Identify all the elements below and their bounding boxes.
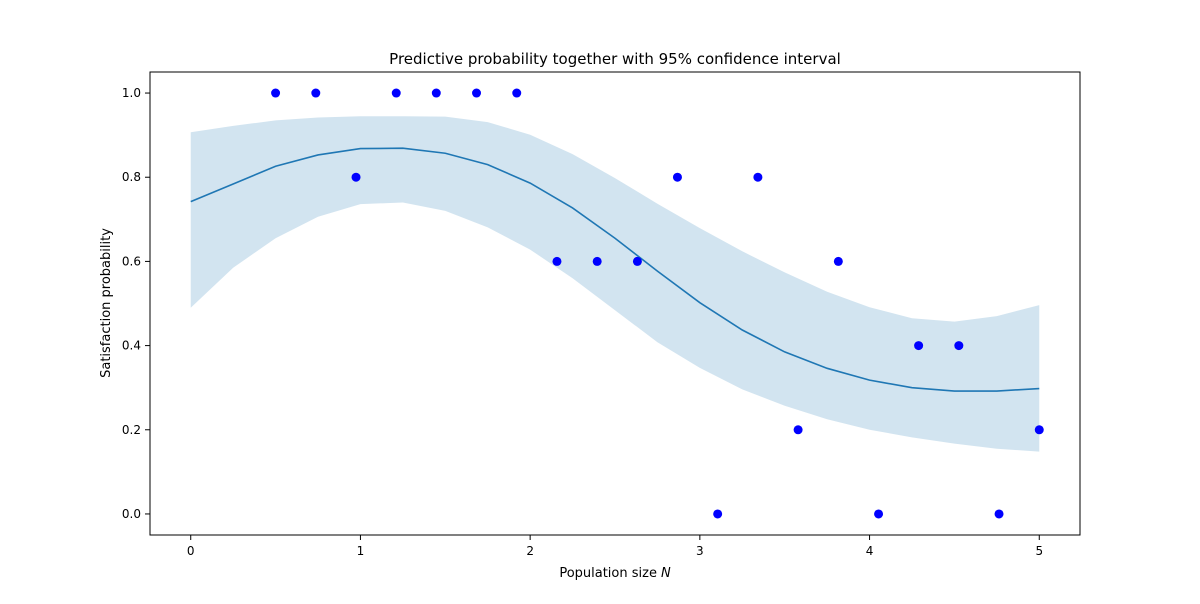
data-point — [713, 509, 723, 519]
x-tick-label: 1 — [357, 544, 365, 558]
y-tick-label: 0.2 — [122, 423, 141, 437]
data-point — [994, 509, 1004, 519]
y-tick-label: 0.0 — [122, 507, 141, 521]
data-point — [874, 509, 884, 519]
axes-frame — [149, 71, 1081, 536]
x-axis-label-symbol: N — [661, 566, 671, 581]
data-point — [472, 88, 482, 98]
data-point — [1034, 425, 1044, 435]
data-point — [632, 256, 642, 266]
data-point — [431, 88, 441, 98]
data-point — [552, 256, 562, 266]
x-axis-label-text: Population size — [559, 566, 657, 581]
y-tick-label: 0.4 — [122, 339, 141, 353]
x-tick-label: 3 — [696, 544, 704, 558]
chart-title: Predictive probability together with 95%… — [389, 50, 841, 68]
x-axis-label: Population size N — [559, 566, 671, 581]
mean-prediction-line — [190, 147, 1040, 392]
y-tick-label: 0.6 — [122, 254, 141, 268]
data-point — [512, 88, 522, 98]
data-point — [954, 341, 964, 351]
data-point — [351, 172, 361, 182]
data-point — [753, 172, 763, 182]
y-tick-label: 1.0 — [122, 86, 141, 100]
data-point — [391, 88, 401, 98]
x-tick-label: 4 — [866, 544, 874, 558]
x-tick-label: 0 — [187, 544, 195, 558]
x-tick-label: 2 — [526, 544, 534, 558]
data-point — [271, 88, 281, 98]
data-point — [592, 256, 602, 266]
confidence-band — [190, 116, 1040, 452]
data-point — [311, 88, 321, 98]
data-point — [914, 341, 924, 351]
data-point — [793, 425, 803, 435]
x-tick-label: 5 — [1035, 544, 1043, 558]
y-tick-label: 0.8 — [122, 170, 141, 184]
data-point — [672, 172, 682, 182]
y-axis-label: Satisfaction probability — [99, 228, 114, 378]
plot-area: 0 1 2 3 4 5 0.0 0.2 0.4 0.6 0.8 1.0 — [122, 71, 1081, 558]
data-point — [833, 256, 843, 266]
